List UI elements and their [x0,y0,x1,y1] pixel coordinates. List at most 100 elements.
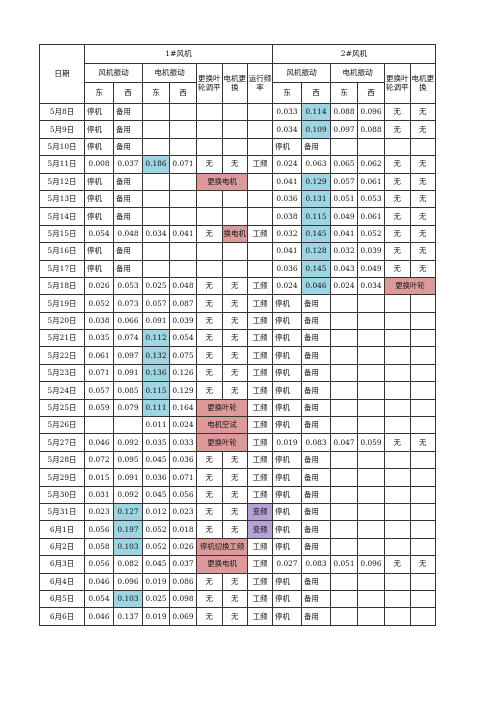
fan2-vib-cell: 0.041 [273,243,302,260]
fan1-impeller-cell [197,190,223,207]
fan1-fan-vib-header: 风机振动 [85,64,143,83]
fan1-vib-cell: 停机 [85,104,114,121]
fan2-vib-cell [358,347,385,364]
fan1-vib-cell: 0.092 [114,486,143,503]
fan1-run-freq-cell: 工频 [248,330,273,347]
fan2-impeller-cell [385,399,411,416]
fan2-vib-cell: 停机 [273,364,302,381]
fan1-impeller-cell [197,243,223,260]
fan1-impeller-cell: 无 [197,608,223,625]
fan1-run-freq-cell [248,260,273,277]
fan2-impeller-cell [385,469,411,486]
fan2-motor-change-cell: 无 [410,173,436,190]
fan1-vib-cell: 0.045 [143,451,170,468]
fan1-vib-cell: 0.087 [170,295,197,312]
fan1-action-cell: 更换叶轮 [197,434,248,451]
fan1-motor-change-cell [222,138,248,155]
fan1-vib-cell: 0.023 [85,503,114,520]
fan1-vib-cell: 0.075 [170,347,197,364]
fan1-vib-cell: 0.126 [170,364,197,381]
fan1-vib-cell: 停机 [85,208,114,225]
fan1-impeller-cell: 无 [197,364,223,381]
fan1-impeller-cell: 无 [197,347,223,364]
fan2-vib-cell: 0.047 [331,434,358,451]
fan1-run-freq-cell: 工频 [248,469,273,486]
fan1-impeller-header: 更换叶轮调平 [197,64,223,104]
table-row: 5月8日 停机 备用 0.033 0.114 0.088 0.096 无无 [40,104,436,121]
fan1-run-freq-cell: 工频 [248,156,273,173]
fan1-vib-cell: 备用 [114,190,143,207]
fan1-vib-cell: 0.071 [85,364,114,381]
fan1-vib-cell: 停机 [85,138,114,155]
table-row: 5月25日 0.059 0.079 0.111 0.164 更换叶轮 工频 停机 备用 [40,399,436,416]
fan1-vib-cell: 0.136 [143,364,170,381]
fan1-vib-cell: 停机 [85,190,114,207]
fan1-motor-change-cell: 无 [222,364,248,381]
fan1-motor-change-cell: 无 [222,312,248,329]
fan2-vib-cell [358,382,385,399]
fan2-motor-change-cell [410,382,436,399]
fan2-vib-cell [358,503,385,520]
fan1-run-freq-cell [248,173,273,190]
fan1-fan-west-header: 西 [114,83,143,104]
fan2-fan-west-header: 西 [302,83,331,104]
table-row: 5月22日 0.061 0.097 0.132 0.075 无无工频 停机 备用 [40,347,436,364]
fan2-vib-cell: 0.036 [273,190,302,207]
fan1-vib-cell: 0.115 [143,382,170,399]
fan1-motor-change-cell: 无 [222,382,248,399]
fan2-vib-cell: 0.046 [302,277,331,294]
table-row: 5月18日 0.026 0.053 0.025 0.048 无无工频 0.024 0.046 0… [40,277,436,294]
fan2-vib-cell: 0.057 [331,173,358,190]
fan2-motor-change-cell: 无 [410,190,436,207]
fan1-vib-cell: 0.026 [85,277,114,294]
fan1-vib-cell: 0.046 [85,573,114,590]
fan2-motor-change-cell [410,573,436,590]
date-cell: 5月12日 [40,173,85,190]
fan1-motor-change-cell: 换电机 [222,225,248,242]
fan2-vib-cell [331,330,358,347]
fan1-vib-cell: 0.037 [170,556,197,573]
fan1-vib-cell: 备用 [114,260,143,277]
fan2-impeller-cell: 无 [385,434,411,451]
fan1-run-freq-header: 运行频率 [248,64,273,104]
fan1-motor-change-cell: 无 [222,521,248,538]
date-cell: 5月31日 [40,503,85,520]
table-row: 5月26日 0.011 0.024 电机空试 工频 停机 备用 [40,417,436,434]
fan1-vib-cell: 0.015 [85,469,114,486]
fan2-vib-cell: 停机 [273,503,302,520]
fan2-vib-cell: 0.083 [302,556,331,573]
fan2-impeller-cell: 无 [385,208,411,225]
fan1-vib-cell: 0.041 [170,225,197,242]
fan2-vib-cell [331,312,358,329]
fan1-motor-change-header: 电机更换 [222,64,248,104]
fan2-motor-change-cell [410,469,436,486]
fan2-impeller-cell [385,312,411,329]
fan1-vib-cell: 0.071 [170,469,197,486]
fan2-vib-cell: 0.145 [302,260,331,277]
fan2-vib-cell: 停机 [273,573,302,590]
fan2-vib-cell: 0.088 [358,121,385,138]
fan1-vib-cell [85,417,114,434]
fan2-motor-change-cell: 无 [410,208,436,225]
table-row: 5月27日 0.046 0.092 0.035 0.033 更换叶轮 工频 0.019 0.08… [40,434,436,451]
fan2-impeller-cell [385,295,411,312]
fan2-vib-cell: 0.036 [273,260,302,277]
table-row: 5月28日 0.072 0.095 0.045 0.036 无无工频 停机 备用 [40,451,436,468]
fan2-vib-cell: 0.053 [358,190,385,207]
fan1-motor-change-cell: 无 [222,573,248,590]
fan1-run-freq-cell [248,104,273,121]
fan1-vib-cell: 0.046 [85,434,114,451]
date-cell: 5月25日 [40,399,85,416]
fan1-vib-cell: 0.129 [170,382,197,399]
fan2-vib-cell [358,399,385,416]
fan2-vib-cell: 0.051 [331,190,358,207]
fan1-run-freq-cell: 工频 [248,399,273,416]
table-row: 6月3日 0.056 0.082 0.045 0.037 更换电机 工频 0.027 0.083… [40,556,436,573]
fan2-vib-cell: 停机 [273,347,302,364]
fan1-vib-cell [170,190,197,207]
fan1-action-cell: 停机切换工频 [197,538,248,555]
fan1-vib-cell: 停机 [85,243,114,260]
fan1-vib-cell [170,173,197,190]
fan1-vib-cell [143,190,170,207]
fan2-vib-cell: 备用 [302,417,331,434]
